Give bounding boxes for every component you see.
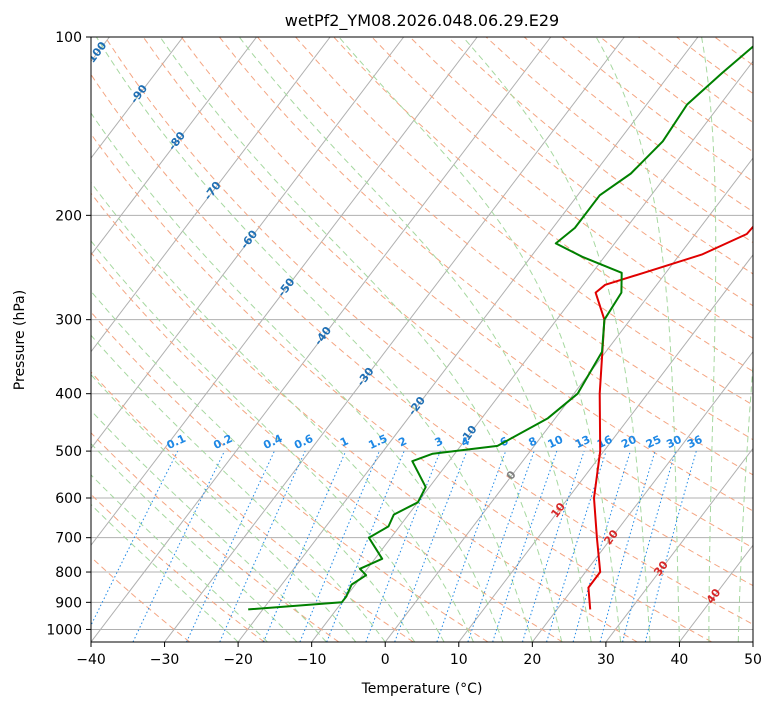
mixing-ratio-label: 30 (664, 433, 684, 451)
isotherm-line (91, 37, 184, 159)
mixing-ratio-line (91, 450, 179, 627)
dewpoint-profile (248, 45, 753, 611)
y-tick-label: 300 (55, 313, 82, 329)
y-axis-label: Pressure (hPa) (12, 290, 28, 390)
moist-adiabat (462, 37, 651, 642)
mixing-ratio-line (522, 450, 585, 642)
x-tick-label: 20 (523, 652, 541, 668)
isotherm-line (164, 37, 625, 642)
mixing-ratio-line (546, 450, 607, 642)
moist-adiabat (701, 37, 717, 642)
moist-adiabat (238, 37, 592, 642)
mixing-ratio-line (599, 450, 656, 642)
x-tick-label: 40 (671, 652, 689, 668)
x-tick-label: −10 (297, 652, 327, 668)
x-tick-label: −30 (150, 652, 180, 668)
moist-adiabat (95, 37, 533, 642)
plot-background (91, 37, 753, 642)
isotherm-line (91, 37, 405, 450)
y-tick-label: 100 (55, 30, 82, 46)
y-tick-label: 500 (55, 444, 82, 460)
x-axis-label: Temperature (°C) (361, 681, 483, 697)
isotherm-line (458, 254, 753, 642)
x-tick-label: −20 (223, 652, 253, 668)
mixing-ratio-line (326, 450, 405, 642)
moist-adiabat (91, 474, 268, 642)
mixing-ratio-line (299, 450, 380, 642)
mixing-ratio-label: 25 (644, 433, 663, 451)
moist-adiabat (91, 240, 445, 642)
y-tick-label: 1000 (46, 622, 82, 638)
isotherm-line (91, 37, 478, 547)
x-tick-label: 10 (450, 652, 468, 668)
x-axis-ticks: −40 −30 −20 −10 0 10 20 30 40 50 (76, 642, 762, 668)
dry-adiabat (91, 133, 713, 642)
dry-adiabat (91, 432, 340, 642)
dry-adiabat (91, 556, 191, 642)
moist-adiabat (91, 503, 239, 642)
plot-frame (90, 36, 754, 643)
dry-adiabat (371, 37, 753, 339)
y-tick-label: 400 (55, 387, 82, 403)
moist-adiabat (338, 37, 622, 642)
x-tick-label: 50 (744, 652, 762, 668)
mixing-ratio-line (492, 450, 558, 642)
x-tick-label: 30 (597, 652, 615, 668)
temperature-profile (587, 225, 753, 610)
mixing-ratio-label: 13 (573, 433, 592, 451)
mixing-ratio-line (219, 450, 306, 642)
mixing-ratio-line (263, 450, 347, 642)
dry-adiabat (91, 251, 563, 642)
dry-adiabat (295, 37, 753, 406)
moist-adiabat (595, 37, 680, 642)
x-tick-label: 0 (381, 652, 390, 668)
moist-adiabat (91, 290, 416, 642)
dry-adiabat (91, 192, 638, 642)
mixing-ratio-line (394, 450, 468, 642)
mixing-ratio-line (365, 450, 441, 642)
sounding-profiles (248, 45, 753, 611)
mixing-ratio-label: 10 (546, 433, 566, 451)
moist-adiabat (159, 37, 563, 642)
mixing-ratio-line (436, 450, 507, 642)
isotherm-line (384, 157, 753, 642)
dry-adiabat (91, 371, 414, 642)
mixing-ratio-label: 36 (685, 433, 705, 451)
isotherm-line (91, 37, 331, 353)
y-tick-label: 200 (55, 208, 82, 224)
mixing-ratio-label: 20 (619, 433, 639, 451)
y-tick-label: 600 (55, 491, 82, 507)
moist-adiabat (91, 443, 298, 642)
dry-adiabat (91, 73, 753, 625)
isotherm-line (752, 641, 753, 642)
mixing-ratio-line (572, 450, 631, 642)
isotherm-line (605, 447, 753, 642)
isotherm-line (91, 37, 257, 256)
mixing-ratio-line (467, 450, 535, 642)
dry-adiabat (104, 37, 753, 587)
y-tick-label: 700 (55, 531, 82, 547)
mixing-ratio-line (644, 450, 697, 642)
dry-adiabat (752, 37, 753, 38)
isotherm-line (91, 37, 552, 642)
y-tick-label: 800 (55, 565, 82, 581)
y-tick-label: 900 (55, 595, 82, 611)
moist-adiabat (91, 181, 474, 642)
isotherm-line (237, 37, 699, 642)
moist-adiabat (737, 359, 753, 642)
x-tick-label: −40 (76, 652, 106, 668)
moist-adiabat (91, 334, 386, 642)
mixing-ratio-line (622, 450, 677, 642)
y-axis-ticks: 100 200 300 400 500 600 700 800 900 1000 (46, 30, 91, 638)
isotherm-line (531, 350, 753, 642)
dry-adiabat (257, 37, 753, 441)
chart-title: wetPf2_YM08.2026.048.06.29.E29 (285, 11, 559, 31)
